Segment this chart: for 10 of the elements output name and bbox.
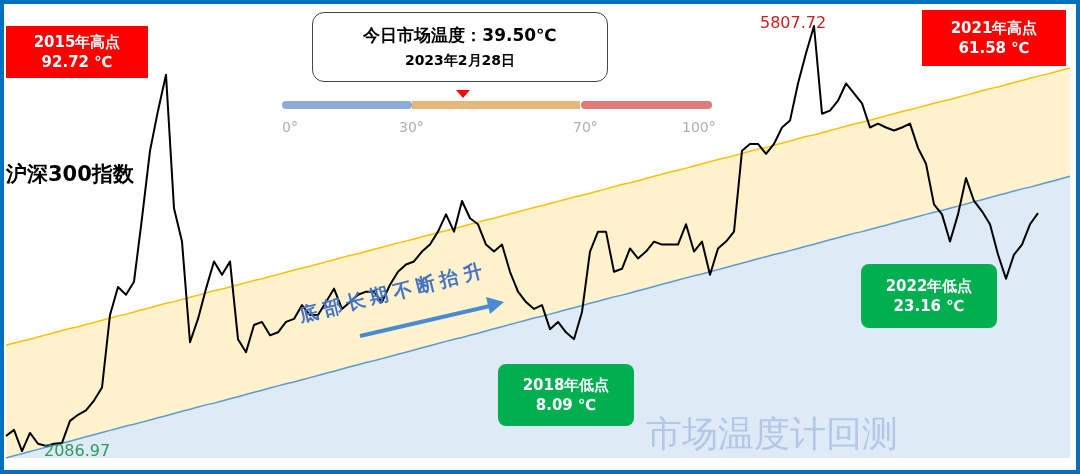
annotation: 底部长期不断抬升 xyxy=(296,256,490,328)
annotation: 100° xyxy=(682,118,716,137)
annotation: 5807.72 xyxy=(760,12,827,34)
annotation: 30° xyxy=(399,118,424,137)
annotation: 沪深300指数 xyxy=(6,161,134,188)
annotation: 2086.97 xyxy=(44,440,111,462)
chart-title: 今日市场温度：39.50℃ xyxy=(362,24,558,47)
text: 2023年2月28日 xyxy=(403,52,517,70)
annotation: 70° xyxy=(573,118,598,137)
annotation: 0° xyxy=(282,118,298,137)
